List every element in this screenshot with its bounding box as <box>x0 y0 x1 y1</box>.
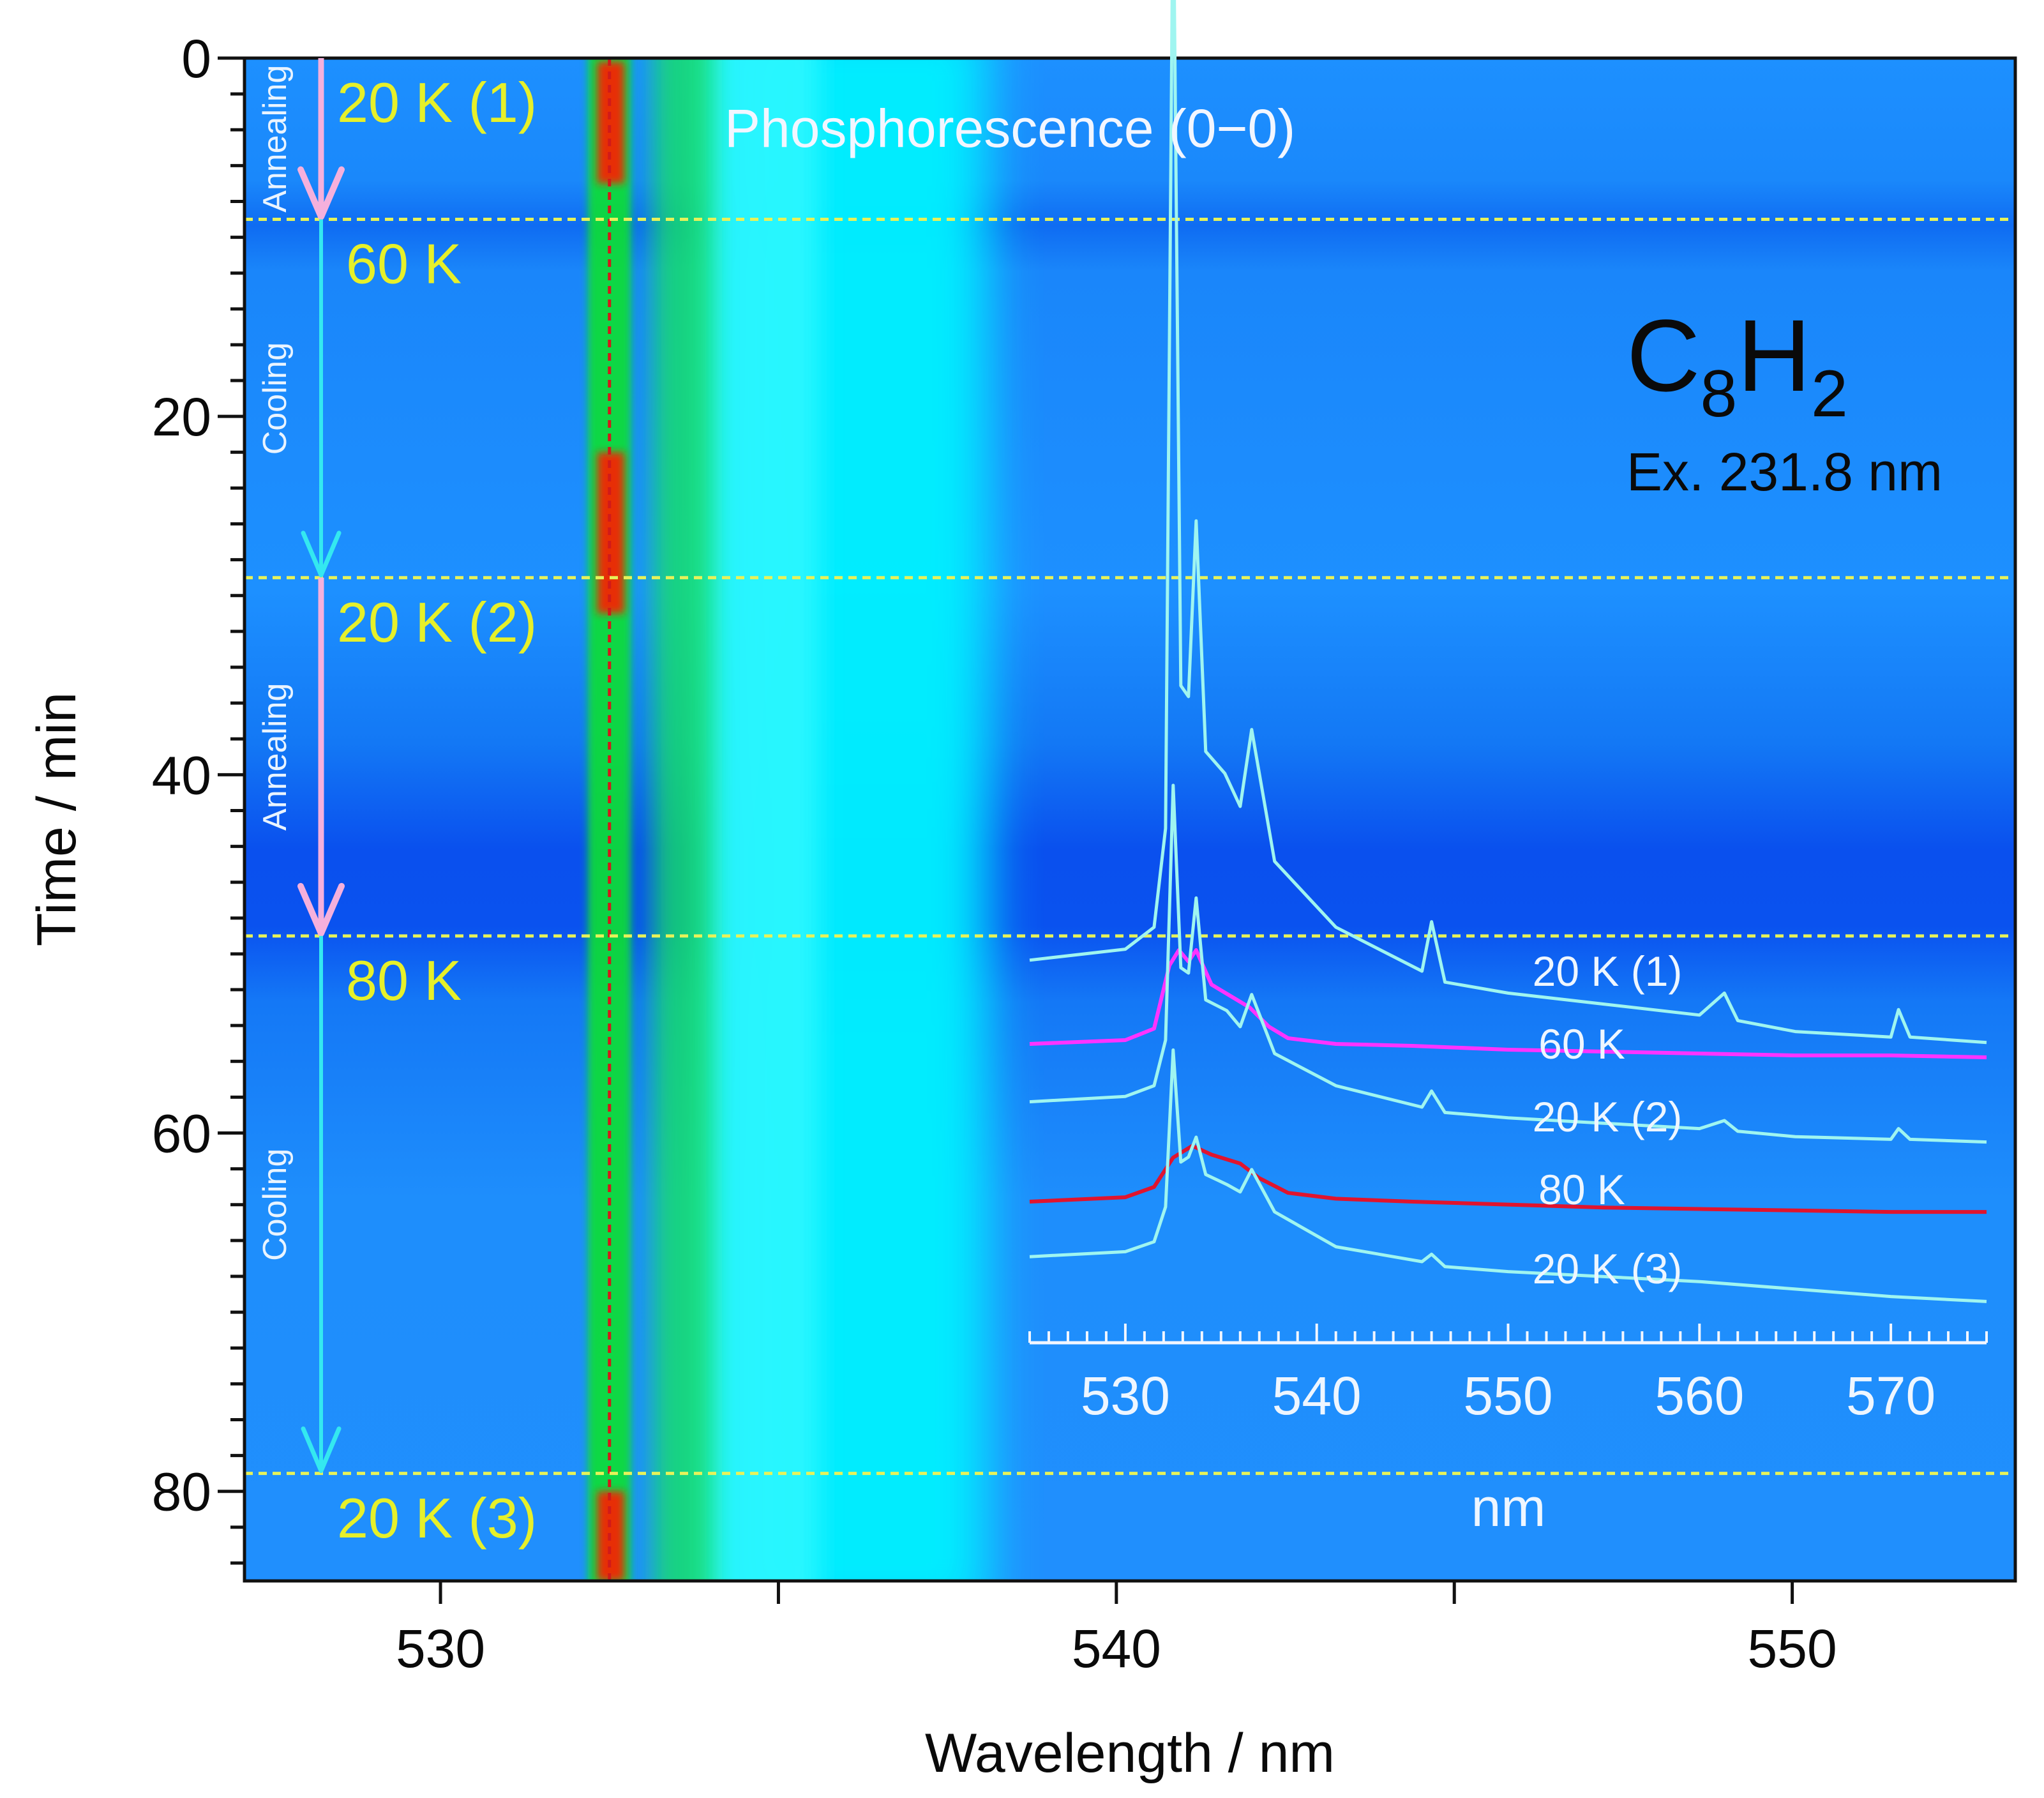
y-tick-label: 0 <box>181 29 211 89</box>
segment-label-3: 80 K <box>346 949 462 1012</box>
molecule-base: C <box>1627 298 1701 412</box>
inset-tick-label: 550 <box>1463 1366 1552 1426</box>
y-axis-label: Time / min <box>26 692 87 946</box>
inset-tick-label: 560 <box>1655 1366 1744 1426</box>
inset-series-label-0: 20 K (1) <box>1533 948 1683 995</box>
heatmap-band-1 <box>697 58 819 1581</box>
heatmap-hotspot-0 <box>597 61 625 184</box>
inset-series-label-4: 20 K (3) <box>1533 1245 1683 1292</box>
segment-label-2: 20 K (2) <box>337 591 537 654</box>
molecule-label: C8H2 <box>1627 298 1848 431</box>
phosphorescence-title: Phosphorescence (0−0) <box>725 98 1295 158</box>
inset-trace-4 <box>1029 1048 1987 1303</box>
process-arrow-head-3 <box>301 1426 342 1474</box>
molecule-sub1: 8 <box>1701 357 1738 431</box>
process-label-0: Annealing <box>257 65 294 213</box>
process-label-3: Cooling <box>257 1149 294 1261</box>
y-tick-label: 20 <box>152 387 211 447</box>
heatmap-band-2 <box>653 58 714 1581</box>
x-axis-label: Wavelength / nm <box>925 1723 1335 1784</box>
process-arrow-head-0 <box>297 166 345 220</box>
process-label-1: Cooling <box>257 342 294 455</box>
segment-label-0: 20 K (1) <box>337 71 537 134</box>
process-arrow-head-1 <box>301 531 342 578</box>
heatmap-background <box>244 58 2015 1581</box>
plot-frame <box>243 56 2017 1583</box>
excitation-label: Ex. 231.8 nm <box>1627 442 1943 502</box>
segment-label-4: 20 K (3) <box>337 1486 537 1550</box>
y-tick-label: 60 <box>152 1104 211 1164</box>
inset-tick-label: 530 <box>1081 1366 1170 1426</box>
inset-series-label-3: 80 K <box>1538 1166 1625 1213</box>
molecule-mid: H <box>1737 298 1811 412</box>
x-tick-label: 550 <box>1748 1619 1837 1679</box>
x-tick-label: 540 <box>1072 1619 1161 1679</box>
inset-series-label-2: 20 K (2) <box>1533 1093 1683 1140</box>
inset-tick-label: 540 <box>1272 1366 1362 1426</box>
molecule-sub2: 2 <box>1811 357 1848 431</box>
y-tick-label: 40 <box>152 745 211 805</box>
inset-tick-label: 570 <box>1846 1366 1935 1426</box>
inset-series-label-1: 60 K <box>1538 1020 1625 1068</box>
process-label-2: Annealing <box>257 683 294 831</box>
process-arrow-head-2 <box>297 882 345 937</box>
x-tick-label: 530 <box>396 1619 485 1679</box>
inset-axis-label: nm <box>1471 1477 1546 1537</box>
inset-trace-0 <box>1029 0 1987 1045</box>
segment-label-1: 60 K <box>346 232 462 296</box>
heatmap-band-3 <box>587 58 631 1581</box>
y-tick-label: 80 <box>152 1462 211 1522</box>
heatmap-area <box>244 58 2015 1581</box>
inset-trace-2 <box>1029 783 1987 1144</box>
